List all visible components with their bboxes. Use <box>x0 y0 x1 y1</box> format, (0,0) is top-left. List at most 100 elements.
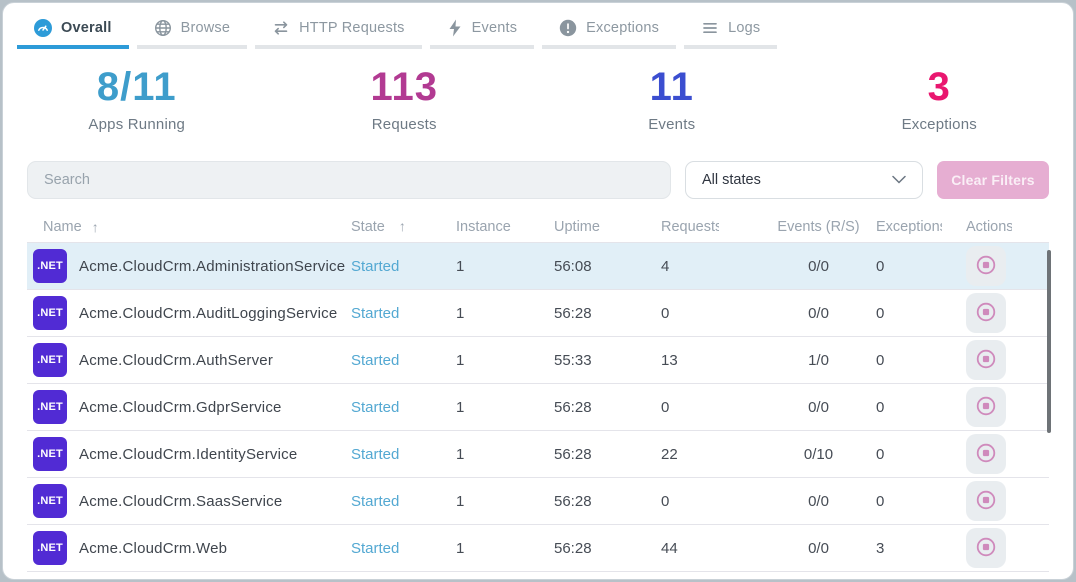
table-row[interactable]: .NET Acme.CloudCrm.IdentityService Start… <box>27 431 1049 478</box>
service-exceptions: 0 <box>876 351 885 369</box>
table-row[interactable]: .NET Acme.CloudCrm.SaasService Started 1… <box>27 478 1049 525</box>
service-requests: 22 <box>661 445 678 463</box>
service-name: Acme.CloudCrm.IdentityService <box>79 445 298 463</box>
column-header-events[interactable]: Events (R/S) <box>777 218 860 235</box>
service-events: 0/0 <box>808 257 829 275</box>
tab-label: Logs <box>728 20 761 36</box>
service-instance: 1 <box>456 257 465 275</box>
dotnet-badge: .NET <box>33 390 67 424</box>
list-icon <box>701 19 719 37</box>
stop-button[interactable] <box>966 387 1006 427</box>
service-uptime: 56:28 <box>554 492 592 510</box>
vertical-scrollbar[interactable] <box>1047 250 1051 433</box>
column-header-instance[interactable]: Instance <box>456 218 511 235</box>
service-instance: 1 <box>456 351 465 369</box>
tab-label: Browse <box>180 20 231 36</box>
tab-exceptions[interactable]: Exceptions <box>542 11 677 49</box>
service-exceptions: 0 <box>876 398 885 416</box>
table-row[interactable]: .NET Acme.CloudCrm.Web Started 1 56:28 4… <box>27 525 1049 572</box>
stop-circle-icon <box>975 489 997 514</box>
tab-events[interactable]: Events <box>429 11 535 49</box>
service-uptime: 56:08 <box>554 257 592 275</box>
service-events: 1/0 <box>808 351 829 369</box>
service-instance: 1 <box>456 539 465 557</box>
service-exceptions: 3 <box>876 539 885 557</box>
column-header-uptime[interactable]: Uptime <box>554 218 600 235</box>
service-state: Started <box>351 398 400 416</box>
stop-button[interactable] <box>966 293 1006 333</box>
filter-bar: All states Clear Filters <box>3 149 1073 211</box>
column-header-requests[interactable]: Requests <box>661 218 719 235</box>
dotnet-badge: .NET <box>33 296 67 330</box>
gauge-icon <box>34 19 52 37</box>
clear-filters-button[interactable]: Clear Filters <box>937 161 1049 199</box>
dotnet-badge: .NET <box>33 437 67 471</box>
tab-label: HTTP Requests <box>299 20 405 36</box>
service-state: Started <box>351 445 400 463</box>
service-name: Acme.CloudCrm.AuditLoggingService <box>79 304 338 322</box>
stat-value: 113 <box>370 65 439 109</box>
stat-label: Apps Running <box>88 116 186 133</box>
tab-browse[interactable]: Browse <box>136 11 248 49</box>
table-row[interactable]: .NET Acme.CloudCrm.AuthServer Started 1 … <box>27 337 1049 384</box>
service-exceptions: 0 <box>876 492 885 510</box>
column-header-exceptions[interactable]: Exceptions <box>876 218 942 235</box>
tab-label: Exceptions <box>586 20 660 36</box>
service-name: Acme.CloudCrm.AuthServer <box>79 351 274 369</box>
column-header-state[interactable]: State ↑ <box>351 218 406 235</box>
stop-button[interactable] <box>966 528 1006 568</box>
nav-tabs: Overall Browse HTTP Requests Events Exce… <box>3 3 1073 49</box>
dotnet-badge: .NET <box>33 531 67 565</box>
stop-button[interactable] <box>966 246 1006 286</box>
table-row[interactable]: .NET Acme.CloudCrm.AuditLoggingService S… <box>27 290 1049 337</box>
chevron-down-icon <box>892 172 906 188</box>
stop-circle-icon <box>975 442 997 467</box>
service-requests: 44 <box>661 539 678 557</box>
search-input[interactable] <box>27 161 671 199</box>
service-exceptions: 0 <box>876 304 885 322</box>
stat-events: 11 Events <box>538 63 806 149</box>
lightning-icon <box>447 19 463 37</box>
service-state: Started <box>351 492 400 510</box>
service-uptime: 56:28 <box>554 304 592 322</box>
table-row[interactable]: .NET Acme.CloudCrm.AdministrationService… <box>27 243 1049 290</box>
service-instance: 1 <box>456 398 465 416</box>
stat-label: Events <box>648 116 696 133</box>
stat-value: 3 <box>927 65 951 109</box>
stop-button[interactable] <box>966 434 1006 474</box>
service-state: Started <box>351 257 400 275</box>
service-events: 0/0 <box>808 492 829 510</box>
state-filter-value: All states <box>702 172 761 188</box>
sort-asc-icon: ↑ <box>91 218 99 235</box>
stat-value: 8/11 <box>96 65 177 109</box>
dotnet-badge: .NET <box>33 249 67 283</box>
service-uptime: 56:28 <box>554 398 592 416</box>
service-name: Acme.CloudCrm.SaasService <box>79 492 283 510</box>
tab-overall[interactable]: Overall <box>17 11 129 49</box>
table-header: Name ↑ State ↑ Instance Uptime Requests … <box>27 211 1049 243</box>
stop-circle-icon <box>975 301 997 326</box>
service-instance: 1 <box>456 445 465 463</box>
column-header-name[interactable]: Name ↑ <box>43 218 99 235</box>
dotnet-badge: .NET <box>33 343 67 377</box>
service-requests: 13 <box>661 351 678 369</box>
service-instance: 1 <box>456 304 465 322</box>
table-row[interactable]: .NET Acme.CloudCrm.GdprService Started 1… <box>27 384 1049 431</box>
dotnet-badge: .NET <box>33 484 67 518</box>
stop-button[interactable] <box>966 481 1006 521</box>
stop-circle-icon <box>975 536 997 561</box>
service-events: 0/0 <box>808 304 829 322</box>
globe-icon <box>154 19 172 37</box>
tab-http-requests[interactable]: HTTP Requests <box>255 11 422 49</box>
tab-logs[interactable]: Logs <box>684 11 778 49</box>
service-instance: 1 <box>456 492 465 510</box>
service-events: 0/10 <box>803 445 834 463</box>
stat-label: Exceptions <box>901 116 977 133</box>
stat-exceptions: 3 Exceptions <box>806 63 1074 149</box>
service-requests: 0 <box>661 398 670 416</box>
stat-requests: 113 Requests <box>271 63 539 149</box>
state-filter-select[interactable]: All states <box>685 161 923 199</box>
stat-label: Requests <box>371 116 437 133</box>
stop-button[interactable] <box>966 340 1006 380</box>
services-table: Name ↑ State ↑ Instance Uptime Requests … <box>27 211 1049 572</box>
